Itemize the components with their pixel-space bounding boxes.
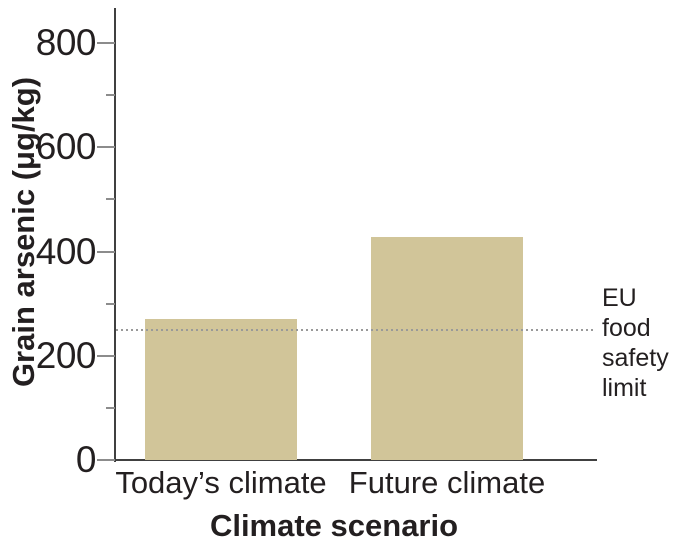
y-axis-major-tick xyxy=(97,354,115,357)
y-axis-minor-tick xyxy=(106,94,115,97)
y-axis-tick-label: 400 xyxy=(35,230,97,272)
bar-today-s-climate xyxy=(145,319,297,460)
category-label-future-climate: Future climate xyxy=(348,465,546,500)
y-axis-major-tick xyxy=(97,146,115,149)
category-label-today-s-climate: Today’s climate xyxy=(115,465,327,500)
bar-future-climate xyxy=(371,236,523,460)
y-axis-tick-label: 600 xyxy=(35,126,97,168)
y-axis-minor-tick xyxy=(106,198,115,201)
y-axis-minor-tick xyxy=(106,406,115,409)
y-axis-line xyxy=(114,8,116,462)
y-axis-tick-label: 200 xyxy=(35,334,97,376)
x-axis-line xyxy=(114,459,597,461)
y-axis-tick-label: 800 xyxy=(35,22,97,63)
y-axis-major-tick xyxy=(97,42,115,44)
y-axis-major-tick xyxy=(97,459,115,461)
reference-line xyxy=(116,328,595,331)
x-axis-title: Climate scenario xyxy=(209,508,459,543)
reference-line-label: EU food safety limit xyxy=(602,284,669,402)
y-axis-tick-label: 0 xyxy=(75,439,97,480)
y-axis-minor-tick xyxy=(106,302,115,305)
y-axis-major-tick xyxy=(97,250,115,253)
